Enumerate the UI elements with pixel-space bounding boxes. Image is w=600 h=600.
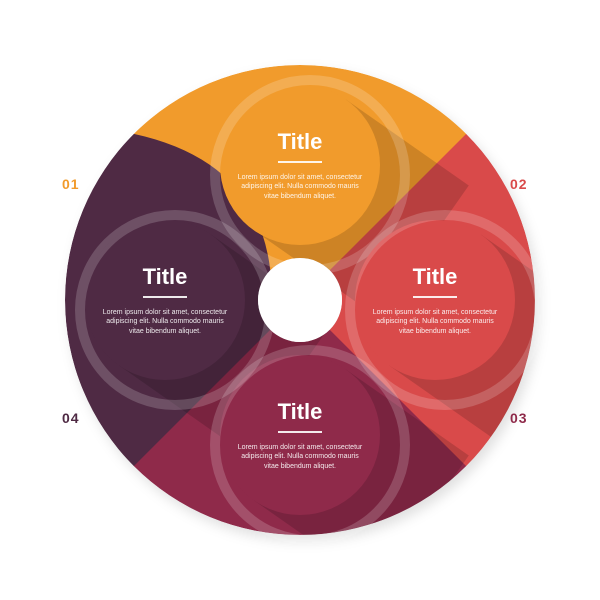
segment-number-01: 01 bbox=[62, 176, 80, 192]
title-underline bbox=[413, 296, 457, 298]
segment-node-02: Title Lorem ipsum dolor sit amet, consec… bbox=[355, 220, 515, 380]
segment-body: Lorem ipsum dolor sit amet, consectetur … bbox=[370, 308, 500, 336]
segment-node-04: Title Lorem ipsum dolor sit amet, consec… bbox=[85, 220, 245, 380]
title-underline bbox=[278, 161, 322, 163]
segment-title: Title bbox=[413, 264, 458, 290]
segment-number-02: 02 bbox=[510, 176, 528, 192]
title-underline bbox=[143, 296, 187, 298]
segment-number-04: 04 bbox=[62, 410, 80, 426]
title-underline bbox=[278, 431, 322, 433]
segment-node-01: Title Lorem ipsum dolor sit amet, consec… bbox=[220, 85, 380, 245]
segment-body: Lorem ipsum dolor sit amet, consectetur … bbox=[100, 308, 230, 336]
segment-body: Lorem ipsum dolor sit amet, consectetur … bbox=[235, 173, 365, 201]
segment-node-03: Title Lorem ipsum dolor sit amet, consec… bbox=[220, 355, 380, 515]
segment-title: Title bbox=[278, 399, 323, 425]
segment-title: Title bbox=[143, 264, 188, 290]
segment-body: Lorem ipsum dolor sit amet, consectetur … bbox=[235, 443, 365, 471]
segment-number-03: 03 bbox=[510, 410, 528, 426]
segment-title: Title bbox=[278, 129, 323, 155]
circular-infographic: { "infographic": { "type": "circular-pro… bbox=[0, 0, 600, 600]
